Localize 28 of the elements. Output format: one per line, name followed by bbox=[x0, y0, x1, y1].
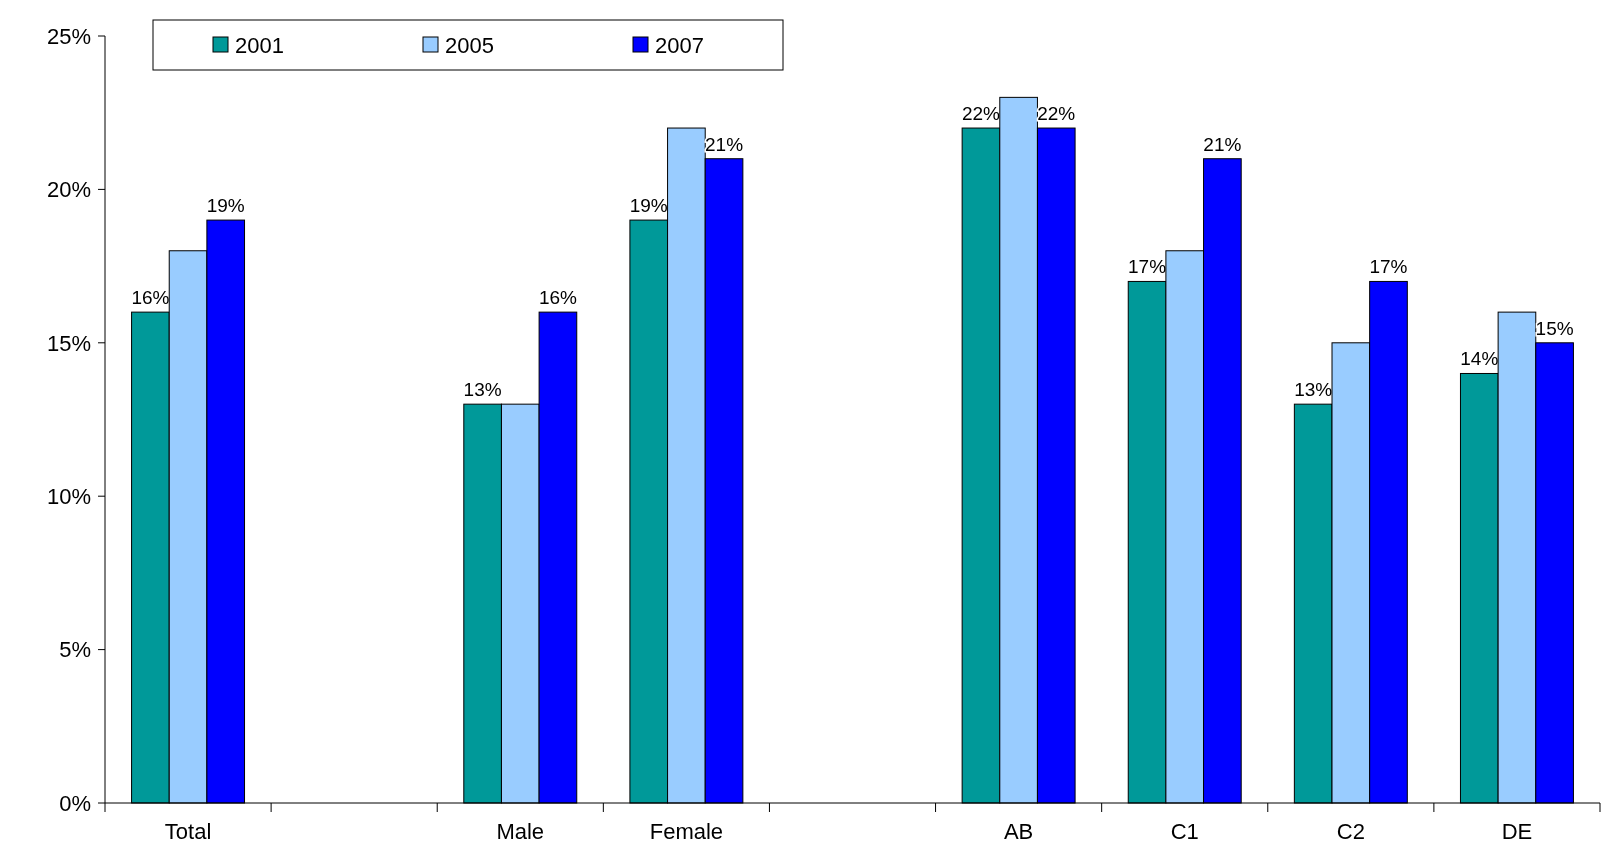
legend-label: 2001 bbox=[235, 32, 284, 58]
legend-label: 2005 bbox=[445, 32, 494, 58]
data-label: 19% bbox=[629, 195, 668, 217]
data-label: 21% bbox=[1203, 133, 1242, 155]
data-label: 21% bbox=[705, 133, 744, 155]
data-label: 16% bbox=[131, 287, 170, 309]
data-label: 15% bbox=[1535, 317, 1574, 339]
y-tick-label: 25% bbox=[46, 23, 91, 49]
data-label: 22% bbox=[1037, 103, 1076, 125]
y-tick-label: 20% bbox=[46, 177, 91, 203]
data-label: 13% bbox=[1294, 379, 1333, 401]
legend-label: 2007 bbox=[655, 32, 704, 58]
y-tick-label: 15% bbox=[46, 330, 91, 356]
x-tick-label: Female bbox=[649, 819, 724, 844]
x-tick-label: Male bbox=[496, 819, 545, 844]
y-tick-label: 0% bbox=[59, 790, 91, 816]
x-tick-label: Total bbox=[164, 819, 212, 844]
x-tick-label: C1 bbox=[1170, 819, 1199, 844]
x-tick-label: AB bbox=[1003, 819, 1034, 844]
data-label: 13% bbox=[463, 379, 502, 401]
data-label: 16% bbox=[538, 287, 578, 309]
x-tick-label: DE bbox=[1501, 819, 1533, 844]
data-label: 17% bbox=[1369, 256, 1408, 278]
data-label: 19% bbox=[206, 195, 245, 217]
data-label: 14% bbox=[1460, 348, 1499, 370]
x-tick-label: C2 bbox=[1336, 819, 1365, 844]
y-tick-label: 10% bbox=[46, 483, 91, 509]
y-tick-label: 5% bbox=[59, 637, 91, 663]
